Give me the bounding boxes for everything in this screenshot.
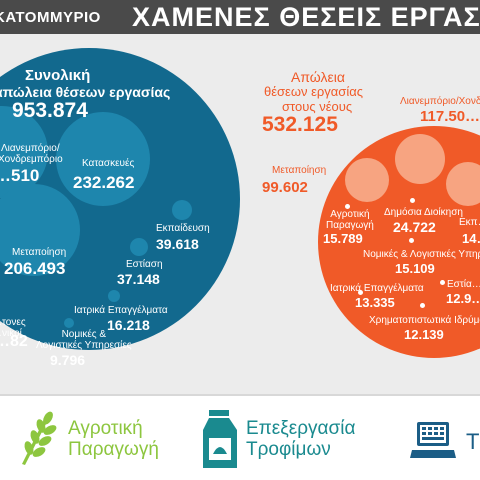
right-public-value: 24.722	[393, 219, 436, 235]
left-retail-value: …510	[0, 166, 40, 185]
footer-categories: Αγροτική Παραγωγή Επεξεργασία Τροφίμων Τ…	[0, 396, 480, 480]
left-legal-value: 9.796	[50, 352, 86, 368]
finance-dot	[420, 303, 425, 308]
right-title-line3: στους νέους	[282, 99, 353, 114]
right-agri-label: Αγροτική Παραγωγή	[326, 209, 374, 231]
right-title-line1: Απώλεια	[291, 69, 345, 85]
right-title-line2: θέσεων εργασίας	[264, 84, 364, 99]
left-title-line1: Συνολική	[25, 67, 91, 84]
wheat-icon	[22, 411, 57, 465]
extra-bubble-right	[446, 162, 480, 206]
catering-dot	[440, 280, 445, 285]
left-manufacturing-value: 206.493	[4, 259, 66, 278]
left-medical-value: 16.218	[107, 317, 150, 333]
right-catering-value: 12.9…	[446, 291, 480, 306]
right-manufacturing-value: 99.602	[262, 179, 308, 196]
milk-carton-icon	[203, 410, 237, 468]
left-retail-label: Λιανεμπόριο/ Χονδρεμπόριο	[0, 143, 63, 165]
right-finance-value: 12.139	[404, 327, 444, 342]
footer-agri-text: Αγροτική Παραγωγή	[68, 418, 159, 461]
laptop-icon	[410, 422, 456, 458]
left-education-label: Εκπαίδευση	[156, 223, 210, 234]
construction-bubble-left	[56, 112, 150, 206]
legal-dot	[409, 238, 414, 243]
left-cutoff-value: …82	[0, 333, 28, 350]
legal-bubble-left	[64, 318, 74, 328]
right-total-value: 532.125	[262, 113, 338, 136]
header-small-title: ΚΑΤΟΜΜΥΡΙΟ	[0, 9, 101, 26]
left-cutoff-label: …τονες …νικοί	[0, 317, 26, 339]
right-catering-label: Εστία…	[447, 279, 480, 290]
left-construction-label: Κατασκευές	[82, 158, 135, 169]
header-bar: ΚΑΤΟΜΜΥΡΙΟ ΧΑΜΕΝΕΣ ΘΕΣΕΙΣ ΕΡΓΑΣΙΑΣ	[0, 0, 480, 34]
left-legal-label: Νομικές & Λογιστικές Υπηρεσίες	[36, 329, 132, 351]
manufacturing-bubble-right	[345, 158, 389, 202]
left-construction-value: 232.262	[73, 173, 135, 192]
right-retail-value: 117.50…	[420, 108, 480, 125]
right-medical-value: 13.335	[355, 295, 395, 310]
footer-food-text: Επεξεργασία Τροφίμων	[246, 418, 356, 461]
header-main-title: ΧΑΜΕΝΕΣ ΘΕΣΕΙΣ ΕΡΓΑΣΙΑΣ	[132, 2, 480, 32]
left-title-line2: απώλεια θέσεων εργασίας	[0, 84, 171, 100]
manufacturing-bubble-left	[0, 184, 80, 276]
right-agri-value: 15.789	[323, 231, 363, 246]
footer-divider	[0, 394, 480, 396]
left-catering-label: Εστίαση	[126, 259, 163, 270]
right-education-label: Εκπ…	[459, 217, 480, 228]
right-legal-label: Νομικές & Λογιστικές Υπηρεσίες	[363, 249, 480, 260]
right-manufacturing-label: Μεταποίηση	[272, 165, 327, 176]
right-retail-label: Λιανεμπόριο/Χονδ…	[400, 96, 480, 107]
education-bubble-left	[172, 200, 192, 220]
right-medical-label: Ιατρικά Επαγγέλματα	[330, 283, 424, 294]
catering-bubble-left	[130, 238, 148, 256]
medical-bubble-left	[108, 290, 120, 302]
right-finance-label: Χρηματοπιστωτικά Ιδρύματα	[369, 315, 480, 326]
public-dot	[410, 198, 415, 203]
right-education-value: 14…	[462, 231, 480, 246]
retail-bubble-right	[395, 134, 445, 184]
footer-tech-text: Τ…	[466, 429, 480, 454]
left-education-value: 39.618	[156, 236, 199, 252]
left-medical-label: Ιατρικά Επαγγέλματα	[74, 305, 168, 316]
infographic-stage: Συνολική απώλεια θέσεων εργασίας 953.874…	[0, 34, 480, 394]
agri-dot	[345, 204, 350, 209]
left-catering-value: 37.148	[117, 271, 160, 287]
medical-dot	[358, 290, 363, 295]
left-manufacturing-label: Μεταποίηση	[12, 247, 67, 258]
right-public-label: Δημόσια Διοίκηση	[384, 207, 463, 218]
right-legal-value: 15.109	[395, 261, 435, 276]
left-total-value: 953.874	[12, 99, 88, 122]
